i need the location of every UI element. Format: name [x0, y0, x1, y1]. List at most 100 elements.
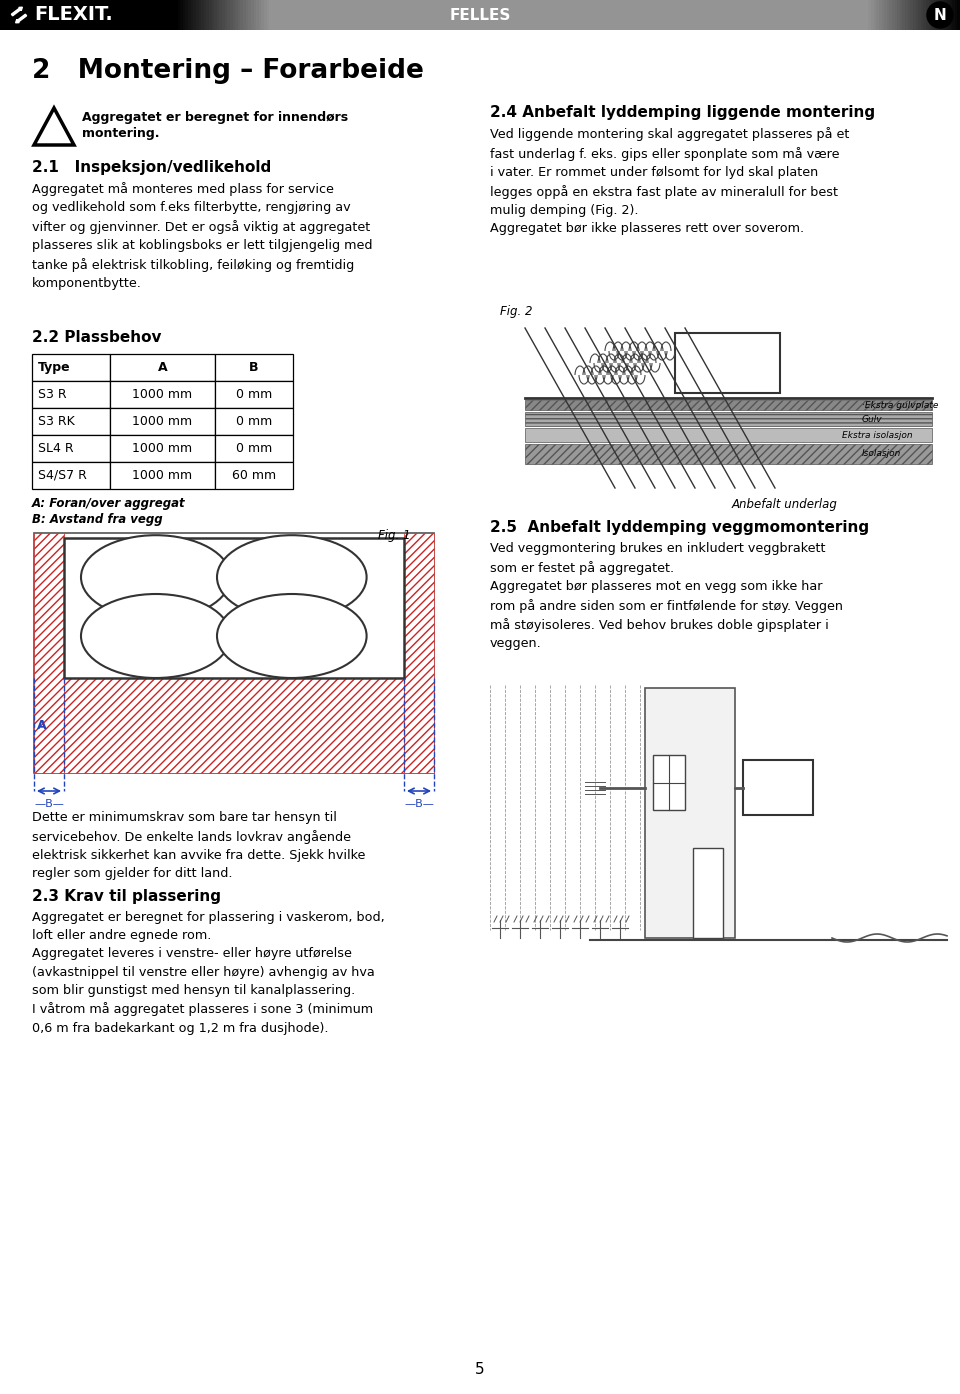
- Bar: [413, 0, 417, 31]
- Bar: [837, 0, 840, 31]
- Bar: [860, 0, 864, 31]
- Bar: [921, 0, 924, 31]
- Text: 1000 mm: 1000 mm: [132, 388, 193, 401]
- Bar: [32, 461, 110, 489]
- Bar: [866, 0, 869, 31]
- Bar: [678, 0, 681, 31]
- Bar: [402, 0, 406, 31]
- Bar: [751, 0, 754, 31]
- Bar: [910, 0, 913, 31]
- Bar: [350, 0, 353, 31]
- Bar: [110, 435, 215, 461]
- Bar: [928, 0, 932, 31]
- Bar: [256, 0, 259, 31]
- Bar: [869, 0, 872, 31]
- Bar: [737, 0, 741, 31]
- Bar: [215, 461, 293, 489]
- Text: Gulv: Gulv: [862, 414, 882, 424]
- Bar: [863, 0, 866, 31]
- Bar: [520, 0, 523, 31]
- Bar: [675, 333, 780, 393]
- Bar: [570, 0, 573, 31]
- Circle shape: [927, 1, 953, 28]
- Bar: [610, 0, 612, 31]
- Ellipse shape: [81, 594, 230, 677]
- FancyArrow shape: [15, 14, 27, 22]
- Bar: [191, 0, 194, 31]
- Bar: [434, 0, 437, 31]
- Bar: [238, 0, 241, 31]
- Text: ·Ekstra gulvplate: ·Ekstra gulvplate: [862, 400, 938, 410]
- Bar: [526, 0, 529, 31]
- Bar: [544, 0, 547, 31]
- Bar: [907, 0, 911, 31]
- Bar: [766, 0, 770, 31]
- Text: 2.5  Anbefalt lyddemping veggmomontering: 2.5 Anbefalt lyddemping veggmomontering: [490, 520, 869, 535]
- Bar: [230, 0, 233, 31]
- Bar: [264, 0, 267, 31]
- Text: 1000 mm: 1000 mm: [132, 415, 193, 428]
- Text: SL4 R: SL4 R: [38, 442, 74, 454]
- Bar: [931, 0, 934, 31]
- Bar: [758, 0, 761, 31]
- Text: 2.2 Plassbehov: 2.2 Plassbehov: [32, 330, 161, 344]
- Bar: [633, 0, 636, 31]
- Bar: [326, 0, 330, 31]
- Bar: [748, 0, 751, 31]
- Bar: [332, 0, 335, 31]
- Bar: [772, 0, 775, 31]
- Bar: [259, 0, 262, 31]
- Bar: [449, 0, 453, 31]
- Bar: [777, 0, 780, 31]
- Bar: [525, 428, 932, 442]
- Text: B: B: [250, 361, 259, 374]
- Bar: [584, 0, 587, 31]
- Bar: [816, 0, 819, 31]
- Bar: [581, 0, 584, 31]
- Bar: [400, 0, 403, 31]
- Bar: [722, 0, 725, 31]
- Bar: [945, 0, 948, 31]
- Bar: [672, 0, 675, 31]
- Bar: [745, 0, 749, 31]
- Bar: [578, 0, 581, 31]
- Text: 0 mm: 0 mm: [236, 415, 272, 428]
- Bar: [322, 0, 324, 31]
- Bar: [225, 0, 228, 31]
- Bar: [555, 0, 558, 31]
- Bar: [64, 677, 404, 774]
- Bar: [730, 0, 732, 31]
- Bar: [429, 0, 432, 31]
- Bar: [764, 0, 767, 31]
- Bar: [319, 0, 322, 31]
- Bar: [596, 0, 599, 31]
- Text: Type: Type: [38, 361, 71, 374]
- Bar: [423, 0, 426, 31]
- Text: Ved liggende montering skal aggregatet plasseres på et
fast underlag f. eks. gip: Ved liggende montering skal aggregatet p…: [490, 127, 850, 236]
- Bar: [193, 0, 197, 31]
- Bar: [680, 0, 684, 31]
- Bar: [211, 0, 215, 31]
- Text: N: N: [934, 7, 947, 22]
- Bar: [918, 0, 922, 31]
- Bar: [0, 0, 175, 31]
- Text: S4/S7 R: S4/S7 R: [38, 468, 86, 482]
- Bar: [664, 0, 667, 31]
- Text: FELLES: FELLES: [449, 7, 511, 22]
- Bar: [660, 0, 662, 31]
- Text: —B—: —B—: [34, 799, 64, 809]
- Bar: [939, 0, 942, 31]
- Bar: [235, 0, 238, 31]
- Bar: [215, 354, 293, 381]
- Text: FLEXIT.: FLEXIT.: [34, 6, 112, 25]
- Bar: [206, 0, 209, 31]
- Bar: [275, 0, 277, 31]
- Bar: [525, 413, 932, 427]
- Bar: [411, 0, 414, 31]
- Bar: [701, 0, 704, 31]
- Bar: [306, 0, 309, 31]
- Bar: [675, 0, 678, 31]
- Bar: [489, 0, 492, 31]
- Bar: [905, 0, 908, 31]
- Bar: [782, 0, 785, 31]
